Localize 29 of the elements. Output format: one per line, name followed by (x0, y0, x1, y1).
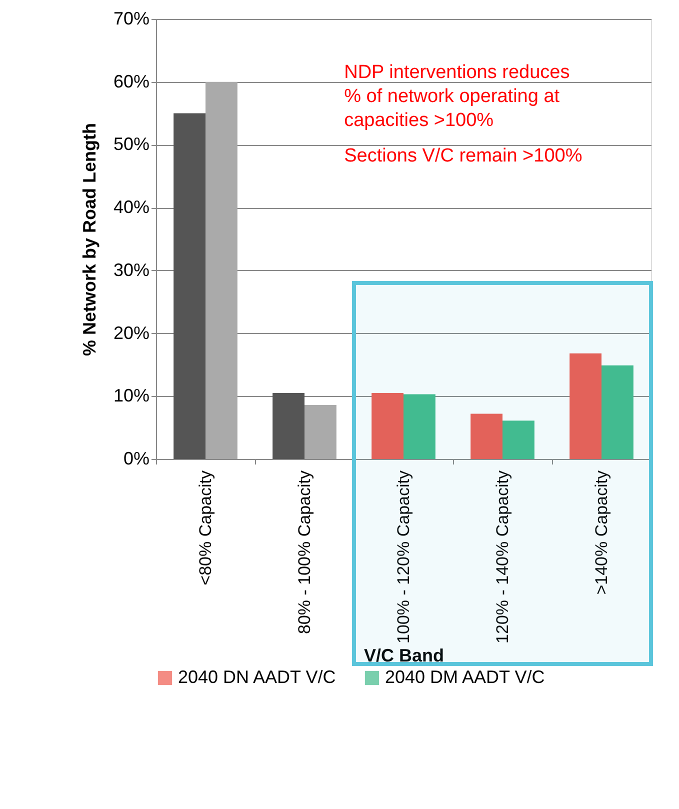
y-tick-label: 30% (113, 260, 150, 280)
annotation: NDP interventions reduces % of network operating at capacities >100% (344, 62, 570, 131)
x-tick-label: <80% Capacity (196, 470, 215, 586)
y-tick-label: 20% (113, 322, 150, 343)
x-axis-title: V/C Band (364, 645, 444, 666)
bar (404, 394, 436, 459)
legend-label: 2040 DN AADT V/C (178, 667, 336, 687)
y-tick-label: 60% (113, 71, 150, 92)
bar (602, 365, 634, 459)
bar (304, 404, 336, 459)
y-tick-label: 70% (113, 8, 150, 28)
y-tick-label: 40% (113, 197, 150, 218)
bar (174, 113, 206, 459)
x-tick-label: 100% - 120% Capacity (394, 470, 413, 644)
bar (372, 393, 404, 459)
y-tick-label: 10% (113, 386, 150, 406)
legend-label: 2040 DM AADT V/C (385, 667, 545, 687)
annotation: Sections V/C remain >100% (344, 146, 582, 167)
bar (570, 353, 602, 459)
bar (206, 82, 238, 459)
y-tick-label: 50% (113, 134, 150, 154)
bar (470, 414, 502, 459)
bar (272, 393, 304, 459)
x-tick-label: >140% Capacity (592, 470, 611, 595)
y-axis-title: % Network by Road Length (79, 122, 100, 356)
y-tick-label: 0% (123, 448, 150, 468)
x-tick-label: 80% - 100% Capacity (295, 470, 314, 634)
x-tick-label: 120% - 140% Capacity (493, 470, 512, 644)
bar (502, 420, 534, 459)
